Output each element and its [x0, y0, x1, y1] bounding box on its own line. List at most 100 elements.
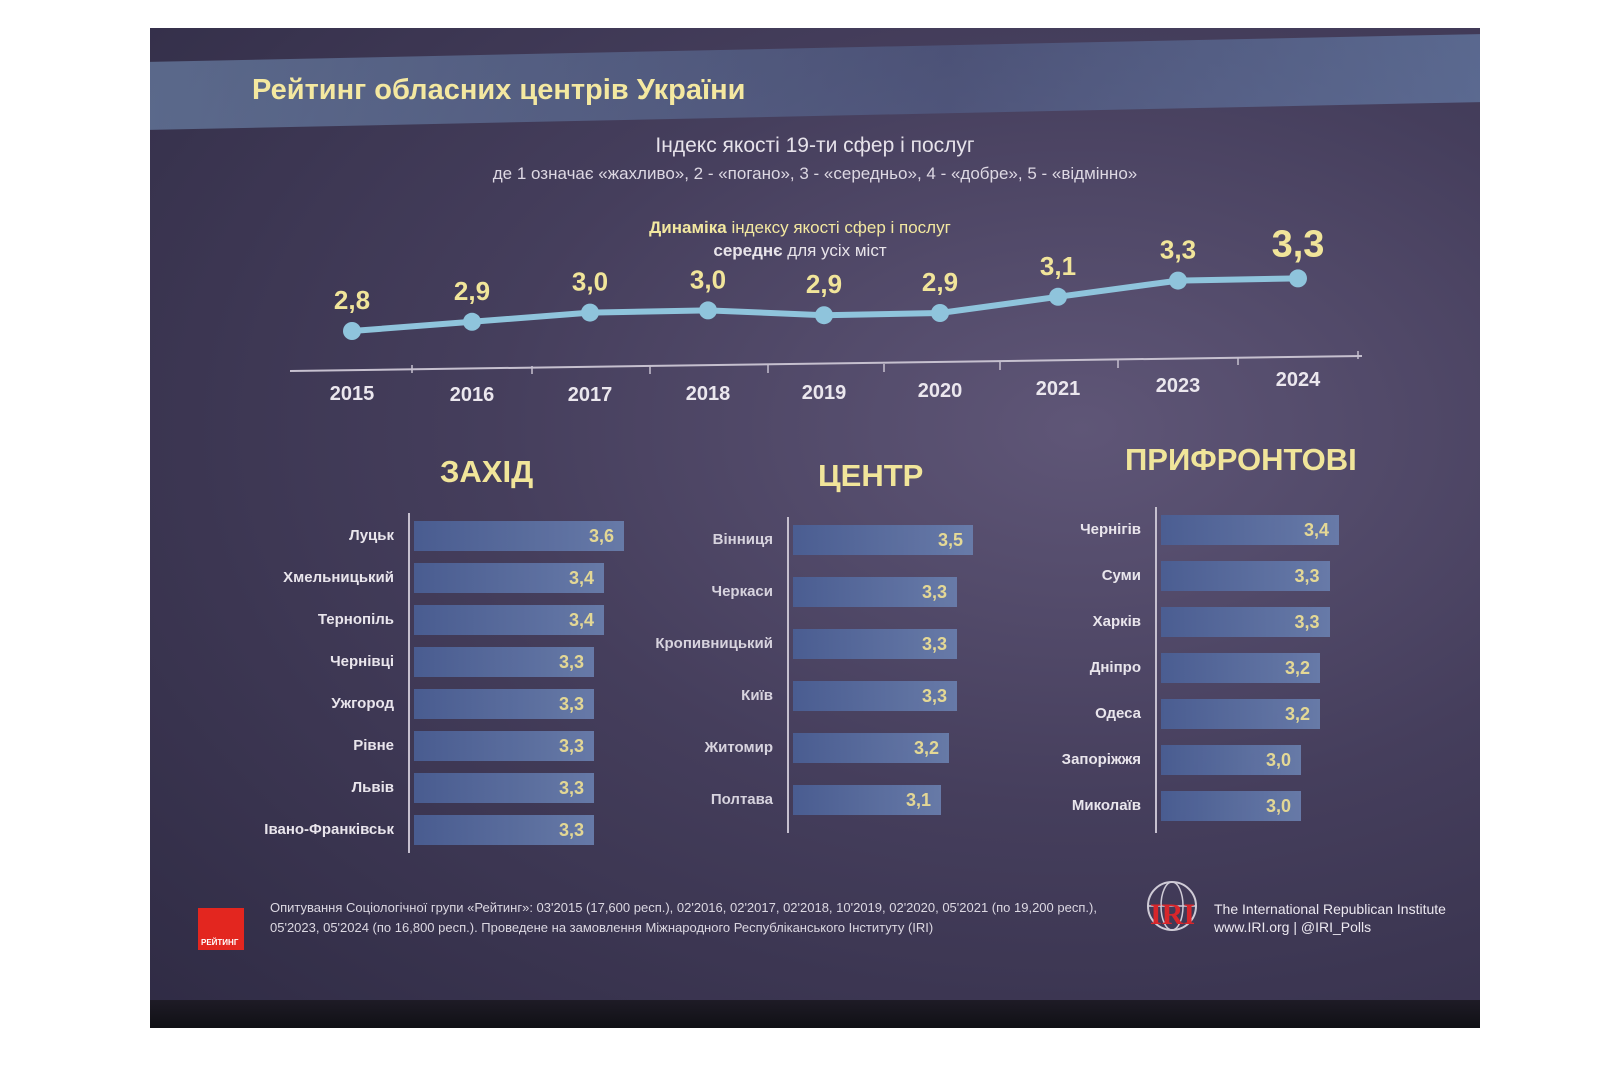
- dynamics-title-bold: Динаміка: [649, 218, 727, 237]
- bar-value-label: 3,6: [588, 526, 614, 546]
- bar-chart-center: Вінниця 3,5 Черкаси 3,3 Кропивницький 3,3 Київ…: [655, 517, 987, 835]
- category-label: Вінниця: [712, 531, 773, 548]
- category-label: Полтава: [710, 791, 773, 808]
- x-tick-label: 2016: [450, 384, 495, 406]
- bar: 3,4: [414, 563, 604, 593]
- bar-value-label: 3,3: [558, 778, 584, 798]
- scale-note: де 1 означає «жахливо», 2 - «погано», 3 …: [492, 164, 1138, 183]
- iri-credit: The International Republican Institute w…: [1214, 900, 1446, 936]
- x-axis-line: [289, 355, 1363, 372]
- y-axis-line: [408, 513, 410, 853]
- bar-row: Ужгород 3,3: [331, 689, 628, 719]
- category-label: Черкаси: [711, 583, 773, 600]
- bar-row: Чернівці 3,3: [330, 647, 628, 677]
- bar-row: Тернопіль 3,4: [318, 605, 628, 635]
- bar-value-label: 3,0: [1265, 796, 1291, 816]
- bar: 3,2: [1161, 699, 1320, 729]
- bar: 3,1: [793, 785, 941, 815]
- category-label: Чернігів: [1080, 521, 1141, 538]
- x-tick-label: 2020: [918, 380, 963, 402]
- bar-value-label: 3,4: [568, 568, 594, 588]
- category-label: Хмельницький: [283, 569, 394, 586]
- bar: 3,5: [793, 525, 973, 555]
- bar-value-label: 3,1: [905, 790, 931, 810]
- category-label: Київ: [741, 687, 773, 704]
- dynamics-title-rest: індексу якості сфер і послуг: [726, 218, 951, 237]
- data-label: 3,1: [1040, 251, 1076, 281]
- bar-row: Дніпро 3,2: [1090, 653, 1365, 683]
- bar-row: Івано-Франківськ 3,3: [264, 815, 628, 845]
- bar: 3,3: [793, 629, 957, 659]
- bar-row: Одеса 3,2: [1095, 699, 1365, 729]
- rating-logo-text: РЕЙТИНГ: [201, 938, 239, 947]
- category-label: Рівне: [353, 737, 394, 754]
- bar-row: Полтава 3,1: [711, 785, 987, 815]
- category-label: Ужгород: [331, 695, 394, 712]
- bar-row: Чернігів 3,4: [1080, 515, 1365, 545]
- bar-value-label: 3,0: [1265, 750, 1291, 770]
- page-title: Рейтинг обласних центрів України: [252, 74, 746, 106]
- data-point: [815, 306, 833, 325]
- data-point: [581, 303, 599, 322]
- bar: 3,2: [793, 733, 949, 763]
- iri-globe-icon: IRI: [1147, 881, 1197, 931]
- bar-row: Хмельницький 3,4: [283, 563, 628, 593]
- category-label: Одеса: [1095, 705, 1141, 722]
- category-label: Миколаїв: [1071, 797, 1141, 814]
- data-label: 3,0: [690, 264, 726, 294]
- y-axis-line: [787, 517, 789, 833]
- bar-row: Луцьк 3,6: [349, 521, 628, 551]
- data-label: 2,9: [454, 276, 490, 306]
- bar-value-label: 3,3: [1294, 566, 1320, 586]
- data-point: [931, 304, 949, 322]
- bar-value-label: 3,3: [558, 736, 584, 756]
- bar: 3,3: [414, 731, 594, 761]
- data-point: [343, 322, 361, 340]
- bar: 3,6: [414, 521, 624, 551]
- bar-value-label: 3,3: [921, 582, 947, 602]
- bar-row: Кропивницький 3,3: [655, 629, 987, 659]
- category-label: Дніпро: [1089, 659, 1141, 676]
- bar-value-label: 3,2: [1284, 704, 1310, 724]
- bar: 3,0: [1161, 791, 1301, 821]
- bar-value-label: 3,2: [1284, 658, 1310, 678]
- bar: 3,0: [1161, 745, 1301, 775]
- category-label: Івано-Франківськ: [264, 821, 394, 838]
- x-tick-label: 2017: [568, 384, 613, 406]
- bar-row: Київ 3,3: [741, 681, 987, 711]
- bar-value-label: 3,4: [568, 610, 594, 630]
- bar-value-label: 3,3: [1294, 612, 1320, 632]
- region-title-west: ЗАХІД: [440, 454, 534, 489]
- bar: 3,3: [1161, 607, 1330, 637]
- bar-row: Миколаїв 3,0: [1072, 791, 1365, 821]
- category-label: Кропивницький: [655, 635, 773, 652]
- bar: 3,4: [1161, 515, 1339, 545]
- x-tick-label: 2018: [686, 383, 731, 405]
- data-label: 2,9: [806, 269, 842, 299]
- bar-value-label: 3,3: [921, 634, 947, 654]
- bar-row: Суми 3,3: [1102, 561, 1365, 591]
- category-label: Тернопіль: [317, 611, 394, 628]
- data-point: [1049, 287, 1067, 306]
- source-note: Опитування Соціологічної групи «Рейтинг»…: [270, 900, 1097, 935]
- category-label: Житомир: [704, 739, 773, 756]
- bar-value-label: 3,3: [558, 694, 584, 714]
- dynamics-line-chart: 2,8 2015 2,9 2016 3,0 2017 3,0 2018 2,9 2019 2,9 20…: [289, 223, 1363, 406]
- data-label: 3,3: [1272, 223, 1325, 265]
- dynamics-title: Динаміка індексу якості сфер і послуг: [150, 218, 1450, 238]
- bar-value-label: 3,3: [558, 820, 584, 840]
- iri-links: www.IRI.org | @IRI_Polls: [1214, 919, 1372, 935]
- x-tick-label: 2023: [1156, 375, 1201, 397]
- dynamics-sub-bold: середнє: [713, 241, 783, 260]
- bar-chart-west: Луцьк 3,6 Хмельницький 3,4 Тернопіль 3,4 Черні…: [264, 513, 628, 853]
- bar: 3,3: [793, 681, 957, 711]
- bar: 3,3: [414, 647, 594, 677]
- rating-logo: РЕЙТИНГ: [198, 908, 244, 950]
- x-tick-label: 2019: [802, 382, 847, 404]
- data-point: [1289, 269, 1307, 288]
- x-tick-label: 2024: [1276, 369, 1321, 391]
- bar: 3,3: [793, 577, 957, 607]
- dynamics-sub-rest: для усіх міст: [782, 241, 887, 260]
- x-tick-label: 2015: [330, 383, 375, 405]
- bar-row: Житомир 3,2: [705, 733, 987, 763]
